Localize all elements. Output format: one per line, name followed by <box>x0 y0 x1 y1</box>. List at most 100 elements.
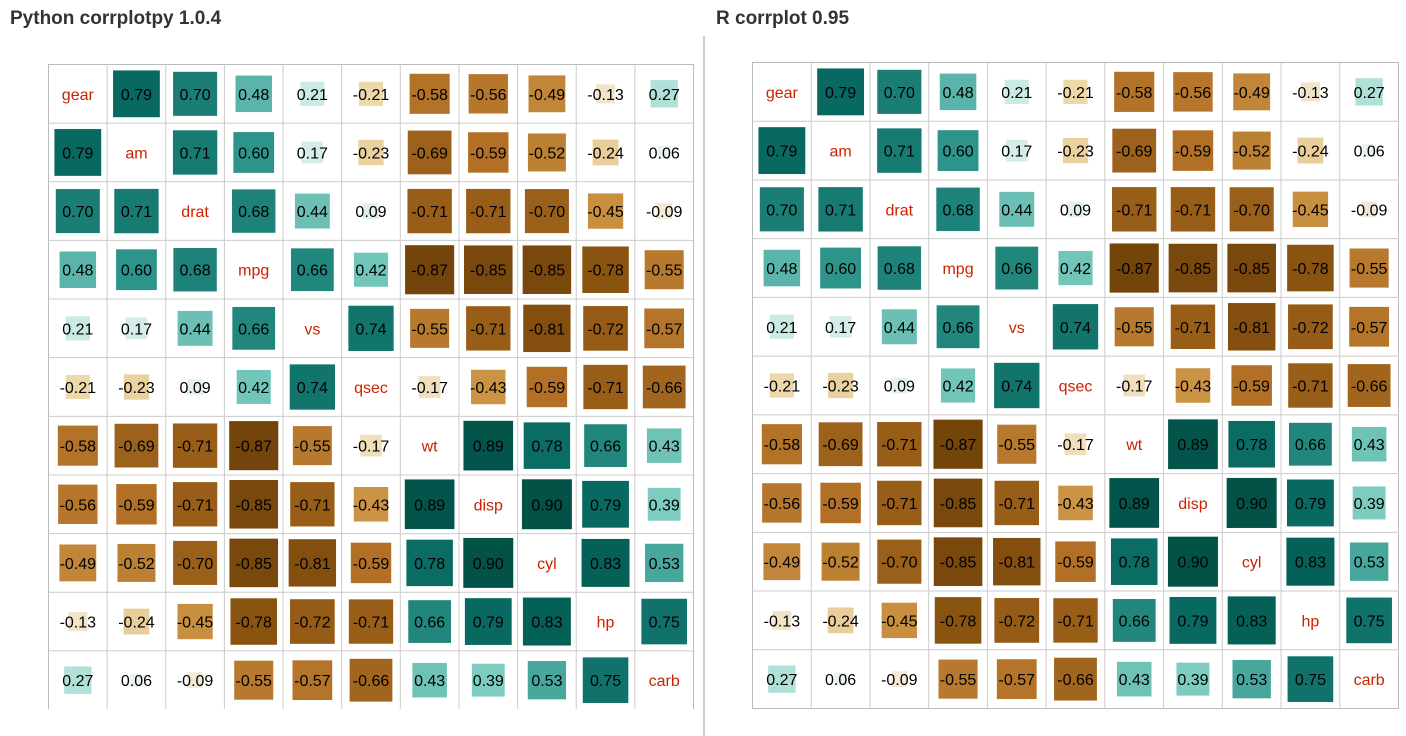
corr-value-carb-disp: 0.39 <box>1177 672 1208 689</box>
corrplot-r: gear 0.79 0.70 0.48 0.21 -0.21 -0.58 -0.56 -0.49… <box>752 62 1399 709</box>
corr-value-vs-hp: -0.72 <box>587 321 624 338</box>
corr-value-am-hp: -0.24 <box>587 145 624 162</box>
corr-value-mpg-wt: -0.87 <box>1116 261 1153 278</box>
corr-square-hp-wt <box>408 600 452 643</box>
corr-value-wt-qsec: -0.17 <box>353 439 390 456</box>
corr-value-mpg-drat: 0.68 <box>180 263 211 280</box>
corr-value-gear-wt: -0.58 <box>411 87 448 104</box>
corr-value-qsec-cyl: -0.59 <box>529 380 566 397</box>
corr-square-wt-gear <box>761 424 802 465</box>
variable-label-gear: gear <box>62 87 95 104</box>
corr-value-vs-am: 0.17 <box>121 321 152 338</box>
corr-square-qsec-am <box>123 374 150 400</box>
corr-square-hp-disp <box>464 598 512 645</box>
corr-square-drat-cyl <box>524 189 569 234</box>
corr-value-mpg-cyl: -0.85 <box>1233 261 1270 278</box>
corr-value-drat-mpg: 0.68 <box>238 204 269 221</box>
corr-value-am-gear: 0.79 <box>62 145 93 162</box>
variable-label-mpg: mpg <box>238 263 269 280</box>
corr-value-qsec-vs: 0.74 <box>297 380 328 397</box>
corr-value-wt-vs: -0.55 <box>999 437 1036 454</box>
corr-square-am-gear <box>758 127 806 175</box>
corr-square-wt-vs <box>292 426 332 466</box>
corr-value-mpg-carb: -0.55 <box>1351 261 1388 278</box>
corr-value-drat-vs: 0.44 <box>297 204 328 221</box>
corr-value-am-mpg: 0.60 <box>238 145 269 162</box>
corr-square-qsec-wt <box>418 376 441 398</box>
corr-value-drat-am: 0.71 <box>121 204 152 221</box>
corr-value-disp-vs: -0.71 <box>999 496 1036 513</box>
corr-value-disp-cyl: 0.90 <box>531 497 562 514</box>
corr-value-qsec-mpg: 0.42 <box>238 380 269 397</box>
variable-label-vs: vs <box>1009 320 1025 337</box>
corr-square-carb-gear <box>64 666 92 694</box>
corr-square-am-carb <box>657 146 671 159</box>
corr-value-hp-carb: 0.75 <box>649 615 680 632</box>
corr-value-drat-carb: -0.09 <box>1351 202 1388 219</box>
corr-square-qsec-drat <box>891 377 908 394</box>
corr-square-am-mpg <box>233 132 275 173</box>
corr-value-cyl-qsec: -0.59 <box>353 556 390 573</box>
corr-square-gear-qsec <box>358 81 384 106</box>
corr-value-drat-gear: 0.70 <box>62 204 93 221</box>
corr-value-vs-wt: -0.55 <box>1116 320 1153 337</box>
corr-square-carb-qsec <box>1054 657 1097 701</box>
corr-square-cyl-gear <box>763 543 801 581</box>
corr-square-mpg-am <box>820 247 862 289</box>
corr-square-qsec-disp <box>1175 368 1211 403</box>
corr-square-carb-qsec <box>349 658 393 702</box>
corr-square-drat-cyl <box>1229 187 1274 232</box>
corr-value-hp-gear: -0.13 <box>764 613 801 630</box>
corr-value-am-wt: -0.69 <box>1116 144 1153 161</box>
corr-value-hp-vs: -0.72 <box>294 615 331 632</box>
variable-label-disp: disp <box>1178 496 1207 513</box>
corr-square-hp-vs <box>290 599 335 644</box>
corr-value-disp-wt: 0.89 <box>414 497 445 514</box>
corr-value-mpg-wt: -0.87 <box>411 263 448 280</box>
corr-value-vs-qsec: 0.74 <box>1060 320 1091 337</box>
corr-value-vs-mpg: 0.66 <box>942 320 973 337</box>
corr-square-gear-vs <box>300 81 325 106</box>
corr-square-hp-drat <box>881 602 918 639</box>
corr-square-hp-cyl <box>1227 596 1276 645</box>
corr-value-vs-carb: -0.57 <box>1351 320 1388 337</box>
corr-square-drat-hp <box>587 193 624 229</box>
corr-square-drat-gear <box>55 189 100 234</box>
corr-value-wt-disp: 0.89 <box>473 439 504 456</box>
corr-square-carb-disp <box>471 663 505 697</box>
corr-value-mpg-hp: -0.78 <box>587 263 624 280</box>
corr-value-cyl-disp: 0.90 <box>473 556 504 573</box>
corr-square-mpg-disp <box>1168 243 1218 293</box>
corr-value-mpg-gear: 0.48 <box>766 261 797 278</box>
corr-square-cyl-vs <box>993 537 1041 586</box>
corr-square-hp-qsec <box>1053 598 1098 643</box>
corr-value-gear-qsec: -0.21 <box>1057 85 1094 102</box>
corr-square-am-drat <box>172 130 218 175</box>
corr-square-hp-am <box>827 607 854 634</box>
panel-title-python: Python corrplotpy 1.0.4 <box>10 8 222 29</box>
corr-square-mpg-vs <box>995 246 1039 290</box>
corr-value-drat-disp: -0.71 <box>1175 202 1212 219</box>
corr-value-am-mpg: 0.60 <box>942 144 973 161</box>
corr-square-qsec-vs <box>289 364 336 410</box>
corr-square-qsec-drat <box>187 379 203 395</box>
corr-square-gear-vs <box>1004 79 1029 104</box>
corr-square-disp-hp <box>582 480 629 528</box>
corr-value-carb-cyl: 0.53 <box>1236 672 1267 689</box>
corr-value-wt-cyl: 0.78 <box>1236 437 1267 454</box>
corr-square-wt-qsec <box>360 434 382 457</box>
corr-square-carb-disp <box>1176 662 1210 696</box>
corr-value-am-hp: -0.24 <box>1292 144 1329 161</box>
variable-label-mpg: mpg <box>942 261 973 278</box>
corr-value-gear-disp: -0.56 <box>1175 85 1212 102</box>
corr-square-am-gear <box>54 129 102 176</box>
variable-label-qsec: qsec <box>354 380 388 397</box>
corr-square-hp-wt <box>1112 598 1156 642</box>
corr-square-hp-am <box>123 608 150 635</box>
corr-square-am-drat <box>877 128 922 173</box>
corr-square-drat-mpg <box>232 189 276 233</box>
corr-value-disp-gear: -0.56 <box>60 497 97 514</box>
corr-value-wt-mpg: -0.87 <box>235 439 272 456</box>
corr-value-gear-am: 0.79 <box>121 87 152 104</box>
corr-square-cyl-wt <box>406 539 453 587</box>
